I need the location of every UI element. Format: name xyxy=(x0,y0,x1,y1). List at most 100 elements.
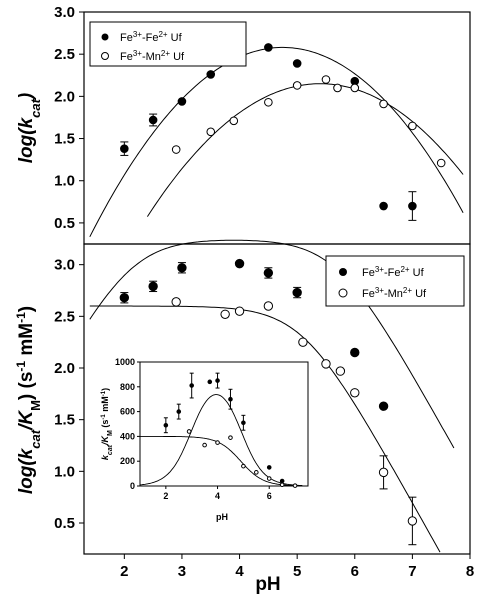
top-panel: 3.0 2.5 2.0 1.5 1.0 0.5 log(kcat) Fe3+-Fe2+ U… xyxy=(16,4,471,245)
inset-x-ticks: 2 4 6 xyxy=(163,486,272,501)
inset-x-tick-label: 6 xyxy=(267,491,272,501)
inset-y-tick-label: 600 xyxy=(120,407,135,417)
bottom-x-axis-title: pH xyxy=(255,574,280,595)
top-y-ticks: 3.0 2.5 2.0 1.5 1.0 0.5 xyxy=(54,4,84,232)
bottom-x-tick-label: 8 xyxy=(466,563,474,580)
inset-point-fe-mn xyxy=(292,483,298,488)
top-legend-label-fe-fe: Fe3+-Fe2+ Uf xyxy=(120,30,183,45)
bottom-legend-marker-fe-mn xyxy=(338,288,348,298)
bottom-legend-label-fe-mn: Fe3+-Mn2+ Uf xyxy=(362,286,427,301)
top-y-tick-label: 2.5 xyxy=(54,46,75,63)
top-point-fe-mn xyxy=(292,81,302,90)
top-y-tick-label: 1.0 xyxy=(54,173,75,190)
bottom-data-points xyxy=(119,258,418,546)
inset-y-tick-label: 1000 xyxy=(115,357,135,367)
inset-plot-frame xyxy=(139,361,309,487)
inset-y-axis-title: kcat/KM (s-1 mM-1) xyxy=(100,388,114,460)
bottom-legend: Fe3+-Fe2+ Uf Fe3+-Mn2+ Uf xyxy=(325,255,465,307)
inset-fit-curves xyxy=(139,394,303,487)
top-fit-curves xyxy=(89,46,464,238)
top-fit-curve-2 xyxy=(146,83,464,217)
bottom-point-fe-fe xyxy=(378,401,389,411)
bottom-point-fe-fe xyxy=(177,263,187,273)
bottom-y-tick-label: 2.5 xyxy=(54,308,75,325)
top-y-axis-title: log(kcat) xyxy=(16,93,43,164)
top-point-fe-fe xyxy=(264,43,273,52)
bottom-point-fe-mn xyxy=(350,388,360,398)
bottom-plot-frame xyxy=(83,243,471,555)
inset-fit-curve-2 xyxy=(140,435,303,487)
inset-fit-curve-1 xyxy=(139,394,303,486)
top-point-fe-mn xyxy=(171,145,181,154)
inset-y-ticks: 0 200 400 600 800 1000 xyxy=(115,357,140,491)
bottom-y-tick-label: 0.5 xyxy=(54,515,75,532)
bottom-point-fe-fe xyxy=(292,287,302,298)
bottom-x-tick-label: 2 xyxy=(120,563,128,580)
bottom-y-tick-label: 1.0 xyxy=(54,463,75,480)
bottom-point-fe-fe xyxy=(234,258,245,269)
inset-point-fe-mn xyxy=(266,476,272,481)
bottom-point-fe-mn xyxy=(234,306,245,316)
top-point-fe-mn xyxy=(264,97,273,107)
inset-point-fe-mn xyxy=(241,463,246,469)
inset-point-fe-fe xyxy=(241,420,246,426)
top-y-tick-label: 2.0 xyxy=(54,88,75,105)
top-point-fe-fe xyxy=(120,144,129,153)
inset-y-tick-label: 200 xyxy=(120,456,135,466)
inset-y-tick-label: 0 xyxy=(130,481,135,491)
bottom-point-fe-mn xyxy=(378,467,389,478)
top-point-fe-mn xyxy=(333,83,342,93)
top-y-tick-label: 0.5 xyxy=(54,215,75,232)
bottom-point-fe-mn xyxy=(321,359,331,369)
top-point-fe-mn xyxy=(206,127,216,137)
inset-point-fe-fe xyxy=(215,378,220,383)
inset-point-fe-fe xyxy=(266,465,272,470)
inset-point-fe-mn xyxy=(254,470,259,475)
bottom-x-tick-label: 4 xyxy=(235,563,244,580)
inset-point-fe-mn xyxy=(186,429,192,434)
bottom-fit-curves xyxy=(89,239,455,553)
top-y-tick-label: 3.0 xyxy=(54,4,75,21)
top-legend-box xyxy=(89,21,247,67)
inset-point-fe-fe xyxy=(176,409,182,414)
inset-panel: 0 200 400 600 800 1000 2 4 6 kcat/KM (s-1 mM-1)… xyxy=(100,357,309,522)
bottom-point-fe-fe xyxy=(350,347,360,358)
bottom-point-fe-mn xyxy=(335,366,346,376)
inset-y-tick-label: 800 xyxy=(120,382,135,392)
bottom-fit-curve-2 xyxy=(89,305,441,553)
top-point-fe-mn xyxy=(229,116,239,126)
top-point-fe-mn xyxy=(408,121,417,131)
inset-point-fe-mn xyxy=(215,440,220,445)
bottom-point-fe-fe xyxy=(119,293,130,303)
bottom-legend-marker-fe-fe xyxy=(339,268,347,276)
inset-point-fe-fe xyxy=(207,379,213,385)
inset-data-points xyxy=(163,372,298,488)
inset-x-tick-label: 2 xyxy=(163,491,168,501)
inset-point-fe-fe xyxy=(189,383,194,388)
inset-x-axis-title: pH xyxy=(216,512,228,522)
top-point-fe-mn xyxy=(321,75,331,84)
bottom-legend-label-fe-fe: Fe3+-Fe2+ Uf xyxy=(362,265,425,280)
bottom-point-fe-mn xyxy=(220,309,230,319)
bottom-panel: 3.0 2.5 2.0 1.5 1.0 0.5 2 3 4 5 6 7 8 log(kcat/KM) … xyxy=(14,239,474,595)
bottom-y-ticks: 3.0 2.5 2.0 1.5 1.0 0.5 xyxy=(54,257,84,532)
top-point-fe-mn xyxy=(379,99,388,109)
bottom-point-fe-mn xyxy=(407,516,418,526)
bottom-y-axis-title: log(kcat/KM) (s-1 mM-1) xyxy=(14,306,43,494)
top-point-fe-fe xyxy=(148,115,158,125)
bottom-point-fe-fe xyxy=(148,281,158,292)
inset-y-tick-label: 400 xyxy=(120,431,135,441)
bottom-fit-curve-1 xyxy=(89,239,455,449)
top-data-points xyxy=(120,43,446,221)
bottom-point-fe-mn xyxy=(263,301,274,311)
top-fit-curve-1 xyxy=(89,46,464,238)
top-point-fe-fe xyxy=(292,59,302,68)
top-point-fe-fe xyxy=(206,70,216,79)
inset-point-fe-fe xyxy=(279,478,285,484)
top-y-tick-label: 1.5 xyxy=(54,131,75,148)
inset-point-fe-mn xyxy=(279,482,285,488)
bottom-x-tick-label: 7 xyxy=(408,563,416,580)
bottom-x-ticks: 2 3 4 5 6 7 8 xyxy=(120,554,474,580)
bottom-x-tick-label: 3 xyxy=(178,563,186,580)
